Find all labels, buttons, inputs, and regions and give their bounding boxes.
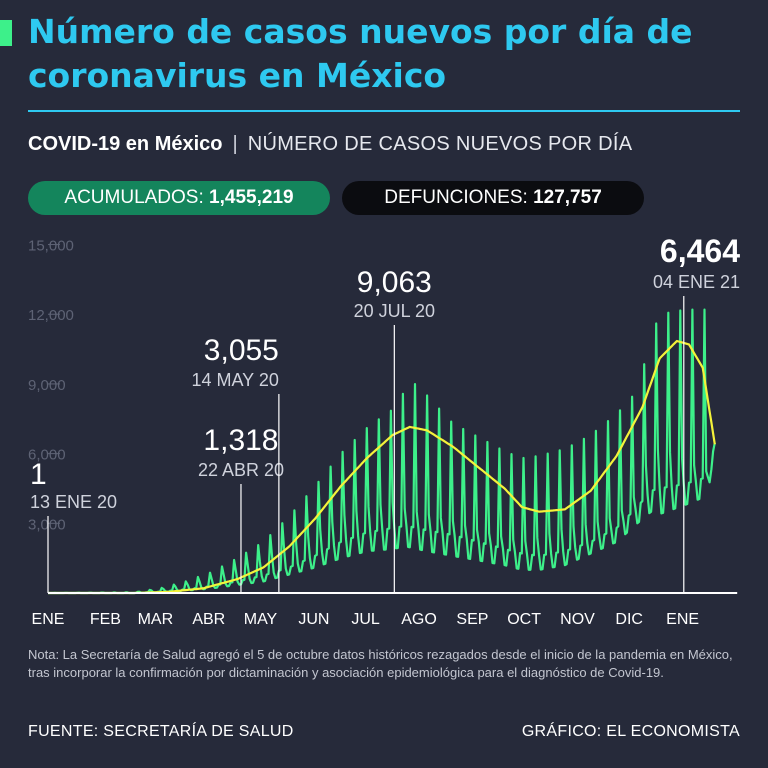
annotation-date: 22 ABR 20 [198,460,284,480]
annotation-value: 3,055 [204,334,279,367]
accumulated-cases-value: 1,455,219 [209,187,294,208]
peak-annotations: 113 ENE 20 1,318 22 ABR 20 3,055 14 MAY 20 9,… [30,233,740,593]
chart-note: Nota: La Secretaría de Salud agregó el 5… [28,647,733,680]
trend-line [48,339,716,595]
deaths-badge: DEFUNCIONES: 127,757 [342,181,644,215]
subtitle-description: NÚMERO DE CASOS NUEVOS POR DÍA [247,133,633,155]
x-axis-month-label: MAY [244,611,278,628]
deaths-label: DEFUNCIONES: [384,187,528,208]
title-divider [28,110,740,112]
x-axis-month-label: JUN [298,611,329,628]
x-axis-month-label: SEP [456,611,488,628]
x-axis-month-label: NOV [560,611,595,628]
x-axis-month-label: FEB [90,611,121,628]
annotation-value: 9,063 [357,266,432,299]
subtitle-topic: COVID-19 en México [28,133,223,155]
chart-subtitle: COVID-19 en México | NÚMERO DE CASOS NUEVO… [28,133,632,156]
y-tick-label: 9,000 [28,377,66,394]
accumulated-cases-badge: ACUMULADOS: 1,455,219 [28,181,330,215]
y-tick-label: 6,000 [28,447,66,464]
x-axis-month-label: ABR [192,611,225,628]
page-title: Número de casos nuevos por día de corona… [28,12,693,95]
annotation-date: 14 MAY 20 [191,370,278,390]
title-accent-bar [0,20,12,46]
subtitle-separator: | [232,133,238,155]
daily-cases-chart: 3,000 6,000 9,000 12,000 15,000 ENE FEB MAR ABR… [28,233,740,628]
annotation-value: 1,318 [203,424,278,457]
annotation-value: 1 [30,458,47,491]
x-axis-month-label: MAR [138,611,174,628]
x-axis-month-label: AGO [401,611,437,628]
x-axis-month-label: DIC [615,611,643,628]
deaths-value: 127,757 [533,187,602,208]
source-credit: FUENTE: SECRETARÍA DE SALUD [28,723,294,740]
x-axis-month-label: ENE [666,611,699,628]
annotation-value: 6,464 [660,233,740,269]
y-tick-label: 12,000 [28,307,74,324]
x-axis-labels: ENE FEB MAR ABR MAY JUN JUL AGO SEP OCT NOV DIC ENE [32,611,700,628]
x-axis-month-label: OCT [507,611,541,628]
daily-cases-line [48,308,716,595]
x-axis-month-label: JUL [351,611,380,628]
y-axis-ticks: 3,000 6,000 9,000 12,000 15,000 [28,238,74,534]
annotation-date: 20 JUL 20 [354,301,435,321]
daily-cases-series [48,308,716,595]
annotation-date: 04 ENE 21 [653,272,740,292]
trend-series [48,339,716,595]
y-tick-label: 3,000 [28,516,66,533]
x-axis-month-label: ENE [32,611,65,628]
accumulated-cases-label: ACUMULADOS: [64,187,204,208]
annotation-date: 13 ENE 20 [30,492,117,512]
graphic-credit: GRÁFICO: EL ECONOMISTA [521,723,740,740]
y-tick-label: 15,000 [28,238,74,255]
